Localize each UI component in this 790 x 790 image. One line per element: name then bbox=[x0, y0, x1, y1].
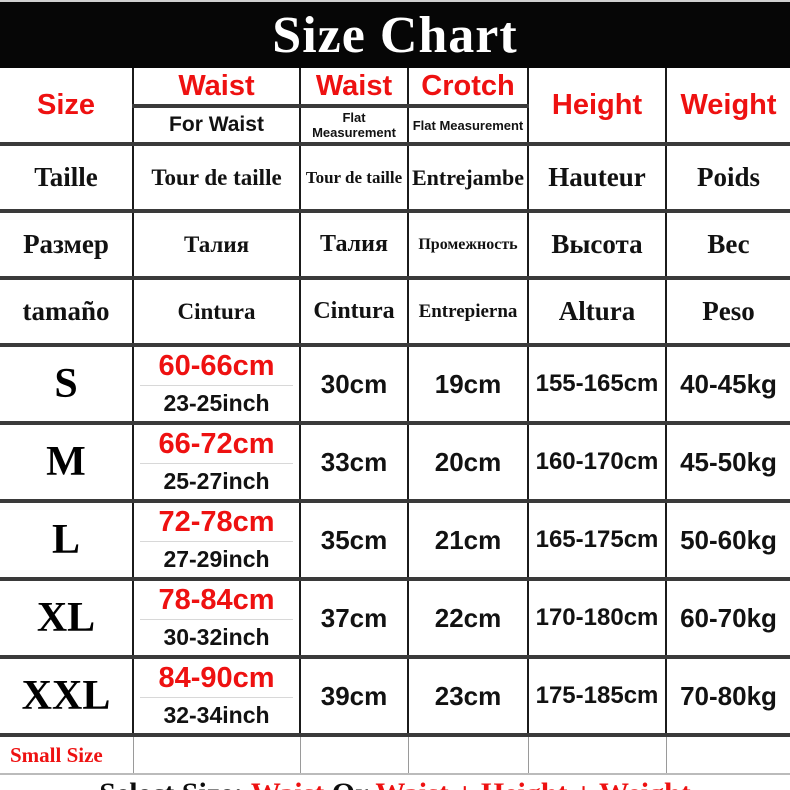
label-waist-flat-ru: Талия bbox=[299, 209, 409, 280]
weight-value: 45-50kg bbox=[665, 421, 790, 503]
header-row: Size Waist Waist Crotch Height Weight bbox=[0, 68, 790, 146]
waist-cell: 66-72cm 25-27inch bbox=[132, 421, 301, 503]
waist-cm-value: 84-90cm bbox=[140, 661, 293, 698]
small-size-row: Small Size bbox=[0, 733, 790, 773]
table-row-l: L 72-78cm 27-29inch 35cm 21cm 165-175cm … bbox=[0, 499, 790, 581]
waist-inch-value: 27-29inch bbox=[163, 546, 270, 572]
waist-flat-value: 33cm bbox=[299, 421, 409, 503]
crotch-value: 22cm bbox=[407, 577, 529, 659]
height-value: 165-175cm bbox=[527, 499, 667, 581]
label-weight-fr: Poids bbox=[665, 142, 790, 213]
waist-cm-value: 66-72cm bbox=[140, 427, 293, 464]
waist-flat-value: 39cm bbox=[299, 655, 409, 737]
waist-flat-value: 37cm bbox=[299, 577, 409, 659]
translation-row-russian: Размер Талия Талия Промежность Высота Ве… bbox=[0, 209, 790, 280]
size-value: L bbox=[0, 499, 134, 581]
size-value: M bbox=[0, 421, 134, 503]
weight-value: 50-60kg bbox=[665, 499, 790, 581]
page-title: Size Chart bbox=[0, 0, 790, 68]
table-row-s: S 60-66cm 23-25inch 30cm 19cm 155-165cm … bbox=[0, 343, 790, 425]
waist-cell: 78-84cm 30-32inch bbox=[132, 577, 301, 659]
label-crotch-es: Entrepierna bbox=[407, 276, 529, 347]
size-chart-table: Size Waist Waist Crotch Height Weight Fo… bbox=[0, 68, 790, 773]
translation-row-spanish: tamaño Cintura Cintura Entrepierna Altur… bbox=[0, 276, 790, 347]
waist-flat-value: 35cm bbox=[299, 499, 409, 581]
col-header-waist-for: Waist bbox=[132, 68, 301, 108]
select-size-instruction: Select Size: Waist Or Waist + Height + W… bbox=[0, 773, 790, 790]
select-option-combo: Waist + Height + Weight bbox=[375, 777, 690, 790]
col-header-waist-flat: Waist bbox=[299, 68, 409, 108]
waist-cell: 60-66cm 23-25inch bbox=[132, 343, 301, 425]
col-header-height: Height bbox=[527, 68, 667, 146]
waist-cell: 84-90cm 32-34inch bbox=[132, 655, 301, 737]
height-value: 160-170cm bbox=[527, 421, 667, 503]
height-value: 175-185cm bbox=[527, 655, 667, 737]
waist-cell: 72-78cm 27-29inch bbox=[132, 499, 301, 581]
select-or-word: Or bbox=[324, 777, 375, 790]
size-value: XL bbox=[0, 577, 134, 659]
weight-value: 70-80kg bbox=[665, 655, 790, 737]
translation-row-french: Taille Tour de taille Tour de taille Ent… bbox=[0, 142, 790, 213]
small-size-note: Small Size bbox=[10, 742, 103, 767]
waist-flat-value: 30cm bbox=[299, 343, 409, 425]
table-row-xxl: XXL 84-90cm 32-34inch 39cm 23cm 175-185c… bbox=[0, 655, 790, 737]
label-weight-es: Peso bbox=[665, 276, 790, 347]
waist-cm-value: 60-66cm bbox=[140, 349, 293, 386]
waist-inch-value: 32-34inch bbox=[163, 702, 270, 728]
small-size-cell: Small Size bbox=[0, 733, 134, 773]
waist-cm-value: 78-84cm bbox=[140, 583, 293, 620]
waist-inch-value: 23-25inch bbox=[163, 390, 270, 416]
crotch-value: 20cm bbox=[407, 421, 529, 503]
label-crotch-ru: Промежность bbox=[407, 209, 529, 280]
height-value: 155-165cm bbox=[527, 343, 667, 425]
waist-cm-value: 72-78cm bbox=[140, 505, 293, 542]
weight-value: 40-45kg bbox=[665, 343, 790, 425]
table-row-m: M 66-72cm 25-27inch 33cm 20cm 160-170cm … bbox=[0, 421, 790, 503]
label-waist-flat-fr: Tour de taille bbox=[299, 142, 409, 213]
height-value: 170-180cm bbox=[527, 577, 667, 659]
label-waist-flat-es: Cintura bbox=[299, 276, 409, 347]
label-waist-for-ru: Талия bbox=[132, 209, 301, 280]
label-crotch-fr: Entrejambe bbox=[407, 142, 529, 213]
crotch-value: 21cm bbox=[407, 499, 529, 581]
col-header-weight: Weight bbox=[665, 68, 790, 146]
label-size-es: tamaño bbox=[0, 276, 134, 347]
label-height-es: Altura bbox=[527, 276, 667, 347]
crotch-value: 19cm bbox=[407, 343, 529, 425]
subheader-waist-flat: Flat Measurement bbox=[299, 105, 409, 146]
waist-inch-value: 30-32inch bbox=[163, 624, 270, 650]
col-header-crotch: Crotch bbox=[407, 68, 529, 108]
table-row-xl: XL 78-84cm 30-32inch 37cm 22cm 170-180cm… bbox=[0, 577, 790, 659]
label-waist-for-fr: Tour de taille bbox=[132, 142, 301, 213]
subheader-crotch-flat: Flat Measurement bbox=[407, 105, 528, 146]
subheader-for-waist: For Waist bbox=[133, 105, 301, 146]
label-weight-ru: Вес bbox=[665, 209, 790, 280]
label-size-fr: Taille bbox=[0, 142, 134, 213]
weight-value: 60-70kg bbox=[665, 577, 790, 659]
select-size-prefix: Select Size: bbox=[99, 777, 251, 790]
select-option-waist: Waist bbox=[251, 777, 324, 790]
size-value: XXL bbox=[0, 655, 134, 737]
waist-inch-value: 25-27inch bbox=[163, 468, 270, 494]
col-header-size: Size bbox=[0, 68, 134, 146]
size-value: S bbox=[0, 343, 134, 425]
crotch-value: 23cm bbox=[407, 655, 529, 737]
header-sub-row: For Waist Flat Measurement Flat Measurem… bbox=[0, 105, 790, 146]
label-height-ru: Высота bbox=[527, 209, 667, 280]
label-height-fr: Hauteur bbox=[527, 142, 667, 213]
label-size-ru: Размер bbox=[0, 209, 134, 280]
label-waist-for-es: Cintura bbox=[132, 276, 301, 347]
